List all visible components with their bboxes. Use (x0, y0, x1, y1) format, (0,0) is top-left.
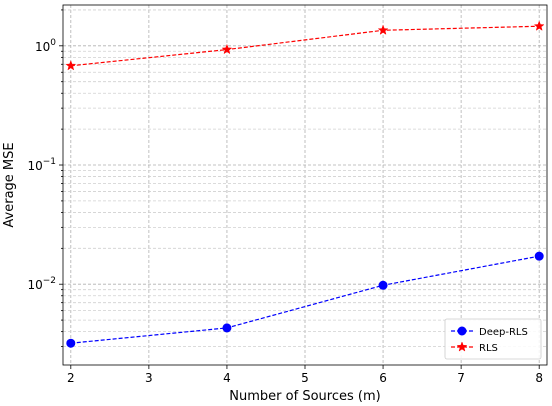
x-tick-label: 5 (301, 371, 309, 385)
data-point-deep-rls (378, 280, 388, 290)
y-tick-label: 10−1 (27, 157, 56, 173)
x-tick-label: 2 (67, 371, 75, 385)
legend-marker-rls (456, 341, 468, 352)
x-tick-label: 6 (379, 371, 387, 385)
data-point-rls (377, 24, 389, 35)
y-tick-exponent: −2 (43, 276, 56, 286)
plot-frame (62, 4, 548, 366)
grid (63, 5, 547, 365)
series-line-deep-rls (70, 255, 540, 344)
x-axis-label: Number of Sources (m) (229, 389, 380, 404)
data-point-rls (221, 43, 233, 55)
series-line-rls (70, 25, 540, 67)
legend-box (444, 318, 542, 360)
data-point-deep-rls (222, 323, 232, 333)
legend-label-rls: RLS (479, 343, 498, 354)
x-tick-label: 7 (457, 371, 465, 385)
x-tick-label: 8 (535, 371, 543, 385)
legend: Deep-RLS RLS (444, 318, 542, 360)
y-tick-base: 10 (35, 40, 50, 54)
y-tick-exponent: 0 (50, 38, 56, 48)
y-tick-label: 100 (35, 38, 56, 54)
y-tick-label: 10−2 (27, 276, 56, 292)
y-tick-exponent: −1 (43, 157, 56, 167)
y-tick-base: 10 (27, 159, 42, 173)
y-axis-label: Average MSE (2, 142, 17, 227)
y-tick-base: 10 (27, 278, 42, 292)
x-tick-label: 3 (145, 371, 153, 385)
legend-label-deep-rls: Deep-RLS (479, 327, 528, 338)
data-point-rls (65, 60, 77, 71)
data-point-deep-rls (534, 251, 544, 261)
legend-marker-deep-rls (457, 326, 467, 336)
data-point-rls (533, 20, 545, 31)
series-layer (65, 20, 545, 348)
x-tick-label: 4 (223, 371, 231, 385)
data-point-deep-rls (66, 338, 76, 348)
